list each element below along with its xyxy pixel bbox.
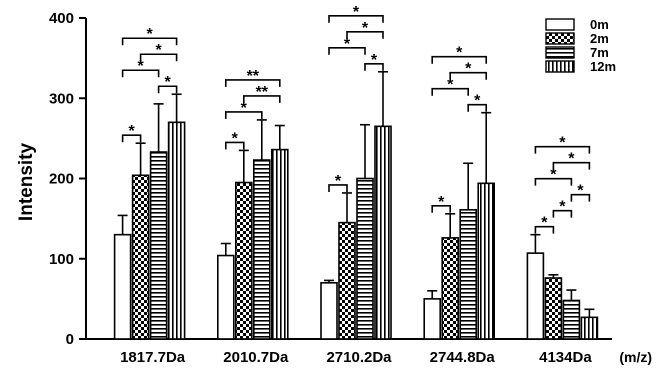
- significance-bracket: [534, 225, 555, 234]
- y-tick-label: 100: [49, 251, 74, 268]
- significance-star: *: [344, 36, 351, 53]
- significance-bracket: [364, 62, 384, 71]
- significance-bracket: [431, 55, 487, 64]
- significance-star: **: [256, 84, 269, 101]
- significance-bracket: [121, 134, 142, 143]
- significance-star: *: [447, 77, 454, 94]
- bar: [113, 233, 132, 340]
- bar: [270, 148, 289, 340]
- bar: [477, 182, 496, 340]
- significance-bracket: [449, 71, 487, 80]
- significance-star: *: [155, 42, 162, 59]
- bar: [441, 237, 460, 340]
- significance-star: *: [559, 199, 566, 216]
- significance-bracket: [121, 69, 160, 78]
- category-label: 1817.7Da: [120, 349, 186, 366]
- significance-annotations: ***************************: [121, 4, 591, 234]
- x-unit-label: (m/z): [619, 349, 652, 365]
- significance-star: *: [474, 93, 481, 110]
- y-tick-label: 300: [49, 90, 74, 107]
- significance-star: *: [577, 183, 584, 200]
- significance-bracket: [225, 79, 281, 87]
- significance-star: *: [146, 26, 153, 43]
- category-label: 2010.7Da: [223, 349, 289, 366]
- legend-label: 2m: [590, 31, 609, 46]
- significance-star: *: [371, 52, 378, 69]
- legend-label: 7m: [590, 45, 609, 60]
- legend-swatch: [545, 60, 575, 73]
- category-label: 2710.2Da: [326, 349, 392, 366]
- significance-star: *: [456, 45, 463, 62]
- bar: [253, 159, 271, 340]
- significance-star: *: [164, 74, 171, 91]
- significance-star: *: [335, 173, 342, 190]
- legend-label: 0m: [590, 17, 609, 32]
- bar: [149, 151, 168, 340]
- significance-star: *: [438, 194, 445, 211]
- significance-bracket: [157, 85, 178, 94]
- significance-bracket: [328, 14, 384, 23]
- bar: [423, 298, 442, 340]
- bar: [167, 121, 186, 340]
- significance-bracket: [346, 30, 384, 39]
- significance-bracket: [225, 111, 263, 119]
- y-tick-label: 0: [66, 331, 74, 348]
- significance-bracket: [467, 103, 487, 112]
- significance-bracket: [570, 193, 591, 202]
- significance-star: **: [247, 68, 260, 85]
- significance-star: *: [128, 123, 135, 140]
- y-axis-title: Intensity: [16, 143, 37, 222]
- legend-swatch: [545, 32, 575, 45]
- significance-star: *: [353, 4, 360, 21]
- bar: [374, 125, 392, 340]
- significance-bracket: [328, 184, 348, 192]
- significance-star: *: [550, 167, 557, 184]
- category-label: 4134Da: [539, 349, 592, 366]
- significance-star: *: [559, 135, 566, 152]
- category-label: 2744.8Da: [430, 349, 496, 366]
- significance-bracket: [552, 209, 573, 218]
- significance-bracket: [225, 141, 245, 150]
- bar: [131, 174, 150, 340]
- bar: [580, 316, 599, 340]
- bar: [356, 177, 374, 340]
- legend-label: 12m: [590, 59, 616, 74]
- bar: [544, 277, 563, 340]
- legend-swatch: [545, 18, 575, 31]
- significance-bracket: [431, 205, 451, 213]
- significance-star: *: [568, 151, 575, 168]
- bars: 1817.7Da 2010.7Da 2710.2Da 2744.8Da 4134Da: [113, 70, 599, 366]
- significance-bracket: [431, 87, 469, 96]
- significance-star: *: [232, 130, 239, 147]
- significance-star: *: [541, 215, 548, 232]
- bar: [235, 181, 253, 340]
- significance-bracket: [243, 95, 281, 103]
- significance-bracket: [552, 161, 591, 170]
- bar: [562, 299, 581, 340]
- significance-bracket: [534, 177, 573, 186]
- significance-bracket: [328, 46, 366, 55]
- bar: [526, 252, 545, 340]
- significance-star: *: [241, 100, 248, 117]
- bar: [459, 208, 478, 340]
- significance-star: *: [362, 20, 369, 37]
- y-tick-label: 200: [49, 171, 74, 188]
- bar: [320, 282, 338, 340]
- legend-swatch: [545, 46, 575, 59]
- y-tick-label: 400: [49, 10, 74, 27]
- significance-star: *: [137, 58, 144, 75]
- significance-bracket: [139, 53, 178, 62]
- significance-bracket: [121, 37, 178, 46]
- bar: [217, 254, 235, 340]
- significance-star: *: [465, 61, 472, 78]
- significance-bracket: [534, 145, 591, 154]
- bar: [338, 221, 356, 340]
